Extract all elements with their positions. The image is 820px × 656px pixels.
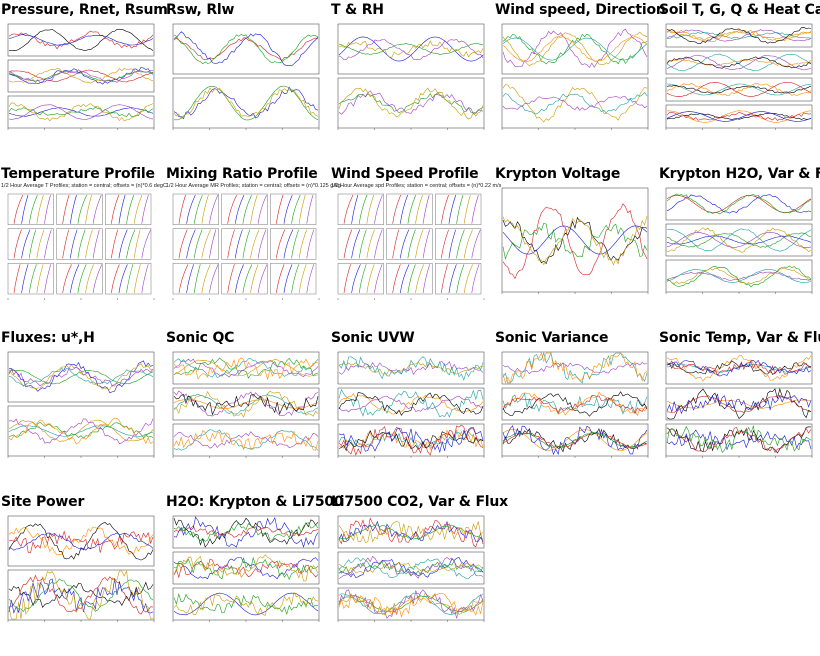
plot-tile[interactable]: Soil T, G, Q & Heat Cap [658,2,820,164]
tile-subtitle: 1/2 Hour Average spd Profiles; station =… [331,183,502,189]
tile-title: Soil T, G, Q & Heat Cap [659,2,820,18]
plot-tile[interactable]: Rsw, Rlw [165,2,327,164]
plot-tile[interactable]: Site Power [0,494,162,656]
tile-title: Krypton H2O, Var & Flux [659,166,820,182]
plot-tile[interactable]: Krypton Voltage [494,166,656,328]
plot-thumbnail [337,515,485,622]
plot-thumbnail [501,23,649,130]
plot-thumbnail [665,351,813,458]
plot-thumbnail [7,23,155,130]
plot-tile[interactable]: H2O: Krypton & Li7500 [165,494,344,656]
plot-thumbnail [665,187,813,294]
plot-tile[interactable]: T & RH [330,2,492,164]
plot-tile[interactable]: Wind Speed Profile 1/2 Hour Average spd P… [330,166,501,328]
plot-thumbnail [172,515,320,622]
plot-tile[interactable]: Sonic QC [165,330,327,492]
plot-tile[interactable]: Wind speed, Direction [494,2,666,164]
plot-tile[interactable]: Mixing Ratio Profile 1/2 Hour Average MR … [165,166,341,328]
tile-title: Sonic Variance [495,330,609,346]
tile-title: Wind Speed Profile [331,166,479,182]
tile-title: Krypton Voltage [495,166,621,182]
tile-title: H2O: Krypton & Li7500 [166,494,344,510]
plot-tile[interactable]: Krypton H2O, Var & Flux [658,166,820,328]
tile-subtitle: 1/2 Hour Average T Profiles; station = c… [1,183,167,189]
tile-title: Fluxes: u*,H [1,330,95,346]
plot-tile[interactable]: Temperature Profile 1/2 Hour Average T Pr… [0,166,167,328]
plot-thumbnail [501,187,649,294]
tile-title: Sonic UVW [331,330,415,346]
plot-thumbnail [172,351,320,458]
plot-thumbnail [337,193,485,300]
tile-title: Li7500 CO2, Var & Flux [331,494,509,510]
plot-thumbnail [172,193,320,300]
tile-title: Mixing Ratio Profile [166,166,318,182]
plot-tile[interactable]: Sonic Variance [494,330,656,492]
tile-title: Site Power [1,494,85,510]
plot-thumbnail [172,23,320,130]
plot-thumbnail [7,515,155,622]
plot-thumbnail [501,351,649,458]
plot-thumbnail [7,193,155,300]
plot-tile[interactable]: Sonic UVW [330,330,492,492]
tile-title: Sonic QC [166,330,235,346]
plot-tile[interactable]: Li7500 CO2, Var & Flux [330,494,508,656]
tile-title: Wind speed, Direction [495,2,666,18]
plot-thumbnail [665,23,813,130]
plot-thumbnail [337,351,485,458]
tile-title: Temperature Profile [1,166,155,182]
tile-title: Rsw, Rlw [166,2,235,18]
plot-tile[interactable]: Fluxes: u*,H [0,330,162,492]
plot-tile[interactable]: Sonic Temp, Var & Flux [658,330,820,492]
tile-title: Sonic Temp, Var & Flux [659,330,820,346]
tile-title: Pressure, Rnet, Rsum [1,2,168,18]
tile-subtitle: 1/2 Hour Average MR Profiles; station = … [166,183,341,189]
plot-tile[interactable]: Pressure, Rnet, Rsum [0,2,168,164]
plot-thumbnail [337,23,485,130]
tile-title: T & RH [331,2,384,18]
plot-thumbnail [7,351,155,458]
